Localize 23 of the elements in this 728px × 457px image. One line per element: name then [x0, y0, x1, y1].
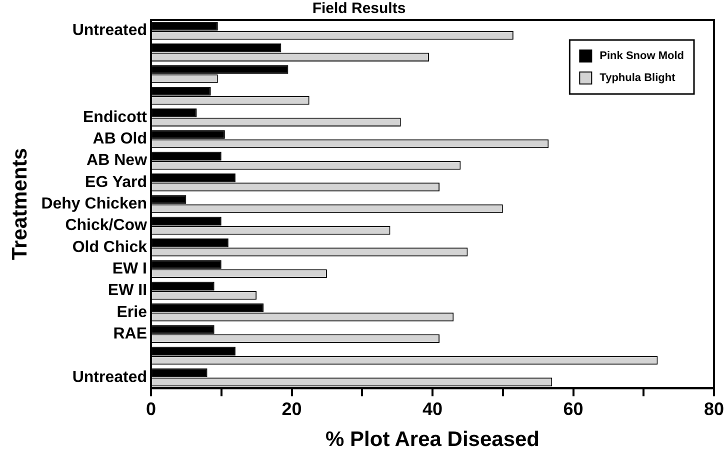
y-tick-label: Erie — [116, 304, 148, 321]
y-tick-label: EW I — [112, 260, 148, 278]
legend-label: Pink Snow Mold — [600, 50, 684, 62]
y-tick-label: Chick/Cow — [65, 217, 148, 234]
chart-title: Field Results — [312, 0, 406, 18]
y-tick-label: RAE — [113, 325, 148, 342]
y-tick-label: EG Yard — [85, 174, 148, 191]
y-tick-label: Old Chick — [72, 238, 148, 256]
y-tick-label: Untreated — [72, 22, 148, 40]
y-tick-label: EW II — [108, 282, 148, 300]
x-tick-label: 0 — [146, 398, 156, 419]
legend-label: Typhula Blight — [600, 72, 676, 84]
x-tick-label: 20 — [282, 398, 302, 419]
x-tick-label: 60 — [563, 398, 584, 419]
x-tick-label: 80 — [704, 398, 724, 419]
y-tick-label: AB Old — [92, 130, 148, 148]
y-axis-title: Treatments — [8, 148, 32, 260]
y-tick-label: Dehy Chicken — [41, 196, 148, 213]
y-tick-label: Endicott — [83, 108, 148, 126]
x-tick-label: 40 — [422, 398, 443, 419]
y-tick-label: AB New — [86, 152, 148, 170]
x-axis-title: % Plot Area Diseased — [326, 428, 540, 452]
y-tick-label: Untreated — [72, 368, 148, 386]
